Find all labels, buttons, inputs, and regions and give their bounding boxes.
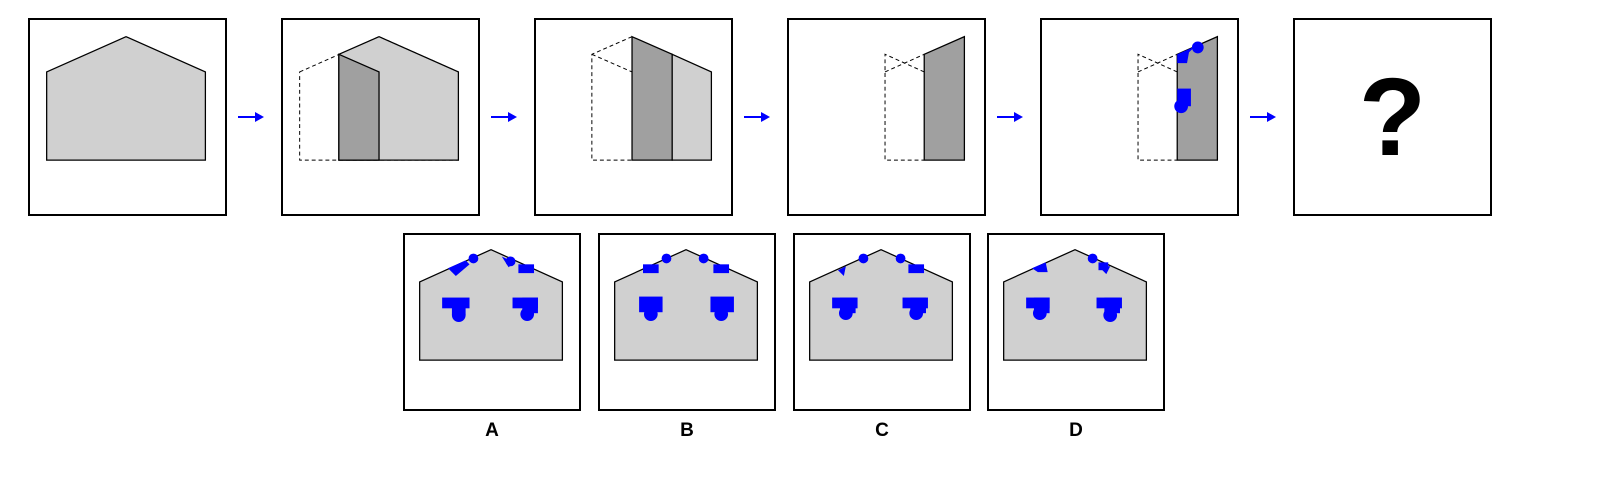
arrow-right-icon bbox=[744, 112, 770, 122]
option-c-panel[interactable] bbox=[793, 233, 971, 411]
step-4-panel bbox=[787, 18, 986, 216]
step-1-panel bbox=[28, 18, 227, 216]
punch-marks bbox=[1174, 41, 1204, 114]
question-mark: ? bbox=[1358, 55, 1427, 179]
option-b-figure bbox=[614, 248, 759, 361]
step-2-panel bbox=[281, 18, 480, 216]
step-5-panel bbox=[1040, 18, 1239, 216]
question-panel: ? bbox=[1293, 18, 1492, 216]
house-sheet-flat bbox=[46, 35, 207, 161]
arrow-right-icon bbox=[238, 112, 264, 122]
option-c-label: C bbox=[875, 420, 889, 441]
house-sheet-fold-1 bbox=[299, 35, 460, 161]
arrow-right-icon bbox=[997, 112, 1023, 122]
house-sheet-fold-3 bbox=[884, 35, 966, 161]
option-a-figure bbox=[419, 248, 564, 361]
option-b-panel[interactable] bbox=[598, 233, 776, 411]
option-b-label: B bbox=[680, 420, 694, 441]
house-sheet-fold-2 bbox=[591, 35, 713, 161]
arrow-right-icon bbox=[1250, 112, 1276, 122]
option-a-panel[interactable] bbox=[403, 233, 581, 411]
option-a-label: A bbox=[485, 420, 499, 441]
arrow-right-icon bbox=[491, 112, 517, 122]
option-d-panel[interactable] bbox=[987, 233, 1165, 411]
house-sheet-punched bbox=[1137, 35, 1219, 161]
step-3-panel bbox=[534, 18, 733, 216]
option-c-figure bbox=[809, 248, 954, 361]
option-d-figure bbox=[1003, 248, 1148, 361]
option-d-label: D bbox=[1069, 420, 1083, 441]
